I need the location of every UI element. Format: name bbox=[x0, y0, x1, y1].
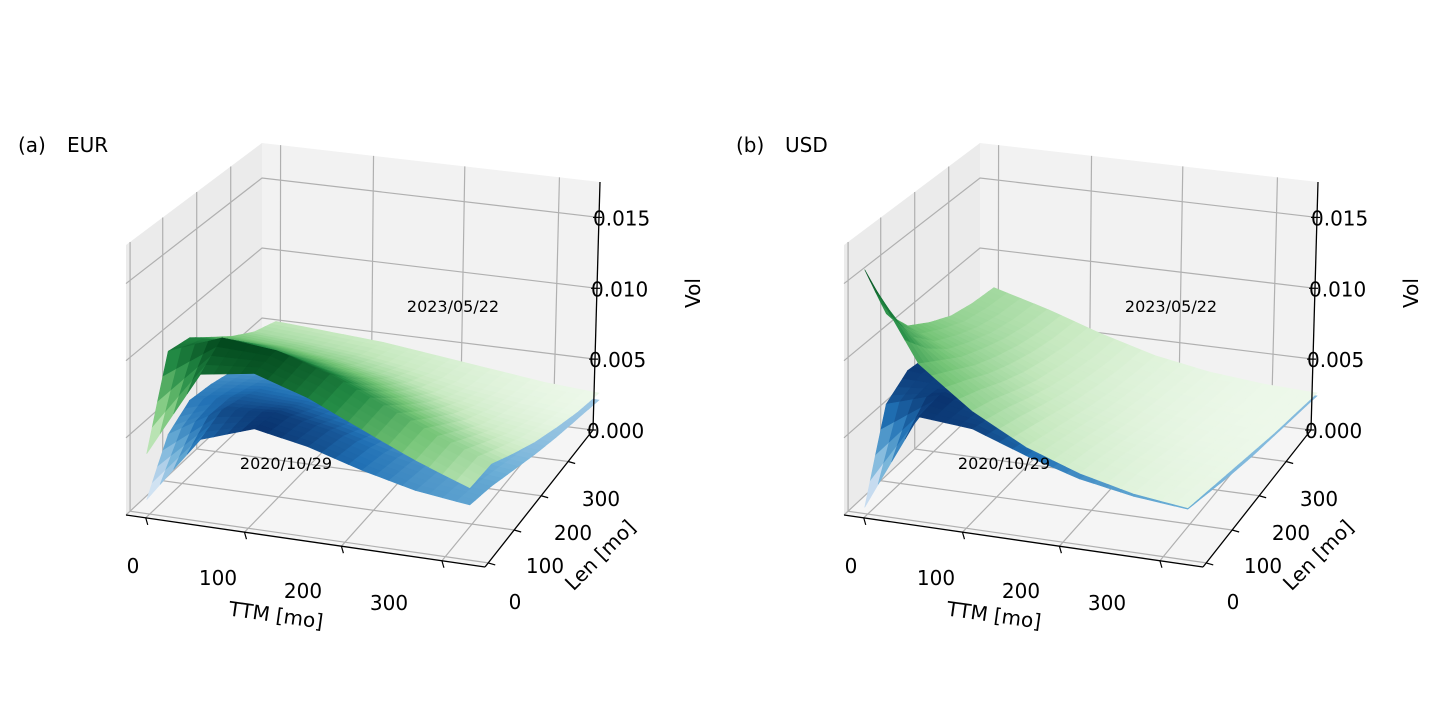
surface-2023 bbox=[146, 321, 600, 489]
panel-title: USD bbox=[785, 133, 828, 157]
x-tick-label: 100 bbox=[199, 566, 237, 590]
z-tick-label: 0.015 bbox=[593, 206, 650, 230]
x-axis-line bbox=[125, 514, 486, 568]
z-tick-label: 0.010 bbox=[1309, 277, 1366, 301]
grid-z-2 bbox=[125, 247, 598, 362]
series-label-2023: 2023/05/22 bbox=[407, 297, 499, 316]
x-tick-mark bbox=[145, 517, 149, 526]
axis-lines bbox=[843, 181, 1319, 568]
z-axis-label: Vol bbox=[1399, 278, 1423, 308]
y-tick-label: 0 bbox=[509, 590, 522, 614]
x-tick-label: 300 bbox=[1088, 591, 1126, 615]
surface-facet bbox=[455, 474, 476, 489]
x-tick-mark bbox=[863, 517, 867, 526]
y-tick-mark bbox=[1231, 529, 1240, 533]
z-axis-line bbox=[592, 181, 601, 431]
surfaces bbox=[146, 321, 600, 506]
y-tick-label: 200 bbox=[1272, 521, 1310, 545]
panel-label: (a) bbox=[18, 133, 46, 157]
z-tick-label: 0.000 bbox=[1305, 419, 1362, 443]
y-tick-mark bbox=[488, 562, 496, 566]
x-tick-mark bbox=[340, 546, 344, 554]
grid-z-3 bbox=[125, 177, 600, 285]
y-tick-mark bbox=[540, 495, 549, 499]
y-tick-label: 100 bbox=[1244, 554, 1282, 578]
y-tick-label: 200 bbox=[554, 521, 592, 545]
grid-z-2 bbox=[843, 247, 1316, 362]
y-tick-label: 0 bbox=[1227, 590, 1240, 614]
surfaces bbox=[864, 269, 1318, 510]
z-axis-label: Vol bbox=[681, 278, 705, 308]
y-tick-label: 300 bbox=[1300, 487, 1338, 511]
z-axis-line bbox=[1310, 181, 1319, 431]
x-tick-mark bbox=[961, 531, 966, 540]
x-tick-label: 200 bbox=[1002, 579, 1040, 603]
y-tick-mark bbox=[1206, 562, 1214, 566]
x-tick-label: 100 bbox=[917, 566, 955, 590]
series-label-2020: 2020/10/29 bbox=[240, 454, 332, 473]
z-tick-label: 0.005 bbox=[1307, 348, 1364, 372]
x-tick-label: 0 bbox=[127, 554, 140, 578]
y-tick-mark bbox=[567, 460, 576, 465]
x-tick-mark bbox=[1058, 546, 1062, 554]
y-axis-line bbox=[484, 429, 594, 568]
x-tick-mark bbox=[243, 531, 248, 540]
y-tick-label: 300 bbox=[582, 487, 620, 511]
z-tick-label: 0.005 bbox=[589, 348, 646, 372]
surface-facet bbox=[1173, 499, 1194, 509]
x-tick-label: 300 bbox=[370, 591, 408, 615]
surface-facet bbox=[455, 496, 476, 506]
surface-2023 bbox=[864, 269, 1318, 509]
grid-z-3 bbox=[843, 177, 1318, 285]
series-label-2023: 2023/05/22 bbox=[1125, 297, 1217, 316]
series-label-2020: 2020/10/29 bbox=[958, 454, 1050, 473]
x-tick-mark bbox=[1159, 560, 1163, 568]
z-tick-label: 0.010 bbox=[591, 277, 648, 301]
y-tick-label: 100 bbox=[526, 554, 564, 578]
panel-title: EUR bbox=[67, 133, 108, 157]
z-tick-label: 0.015 bbox=[1311, 206, 1368, 230]
y-tick-mark bbox=[1285, 460, 1294, 465]
y-tick-mark bbox=[513, 529, 522, 533]
y-axis-line bbox=[1202, 429, 1312, 568]
x-tick-mark bbox=[441, 560, 445, 568]
panel-label: (b) bbox=[736, 133, 764, 157]
y-tick-mark bbox=[1258, 495, 1267, 499]
x-tick-label: 0 bbox=[845, 554, 858, 578]
axis-lines bbox=[125, 181, 601, 568]
z-tick-label: 0.000 bbox=[587, 419, 644, 443]
x-axis-line bbox=[843, 514, 1204, 568]
x-tick-label: 200 bbox=[284, 579, 322, 603]
